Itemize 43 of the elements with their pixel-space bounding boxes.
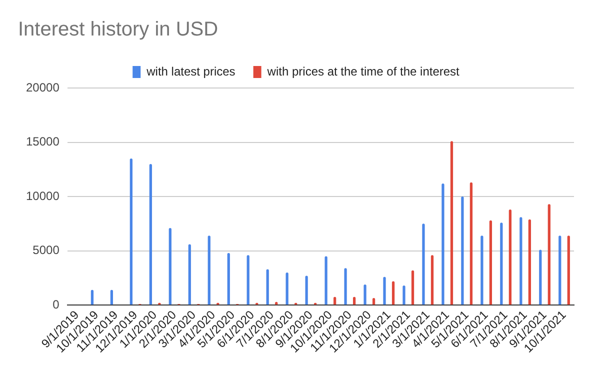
y-tick-label: 15000 bbox=[26, 134, 60, 149]
bar bbox=[539, 250, 542, 305]
bar bbox=[188, 244, 191, 305]
y-tick-label: 10000 bbox=[26, 188, 60, 203]
y-tick-label: 20000 bbox=[26, 80, 60, 94]
bar bbox=[392, 281, 395, 305]
legend-label: with latest prices bbox=[146, 64, 236, 78]
bar bbox=[480, 236, 484, 305]
bar bbox=[548, 204, 550, 305]
bar bbox=[383, 276, 386, 305]
bar bbox=[324, 256, 328, 305]
bar bbox=[489, 220, 492, 305]
bar bbox=[305, 276, 308, 305]
bar bbox=[266, 269, 269, 305]
bar bbox=[528, 219, 531, 305]
bar bbox=[500, 222, 503, 305]
chart-title: Interest history in USD bbox=[18, 18, 218, 41]
bar bbox=[508, 210, 512, 305]
bar bbox=[246, 255, 250, 305]
bar bbox=[168, 228, 172, 305]
bar bbox=[520, 217, 522, 305]
bar bbox=[208, 236, 210, 305]
bar bbox=[422, 224, 425, 305]
bar bbox=[344, 268, 347, 305]
bar bbox=[130, 158, 132, 305]
bar bbox=[461, 196, 464, 305]
bar bbox=[286, 272, 288, 305]
bar bbox=[567, 236, 570, 305]
bar bbox=[450, 141, 454, 305]
legend-label: with prices at the time of the interest bbox=[266, 64, 460, 78]
bar bbox=[411, 270, 414, 305]
bar bbox=[442, 184, 444, 305]
bar bbox=[558, 236, 562, 305]
bar bbox=[110, 290, 114, 305]
bar bbox=[470, 182, 473, 305]
y-tick-label: 5000 bbox=[32, 243, 60, 258]
bar bbox=[402, 286, 406, 305]
bar bbox=[90, 290, 94, 305]
bar bbox=[364, 284, 366, 305]
bar bbox=[227, 252, 230, 305]
bar bbox=[149, 164, 152, 305]
y-tick-label: 0 bbox=[52, 297, 60, 312]
bar bbox=[430, 255, 434, 305]
